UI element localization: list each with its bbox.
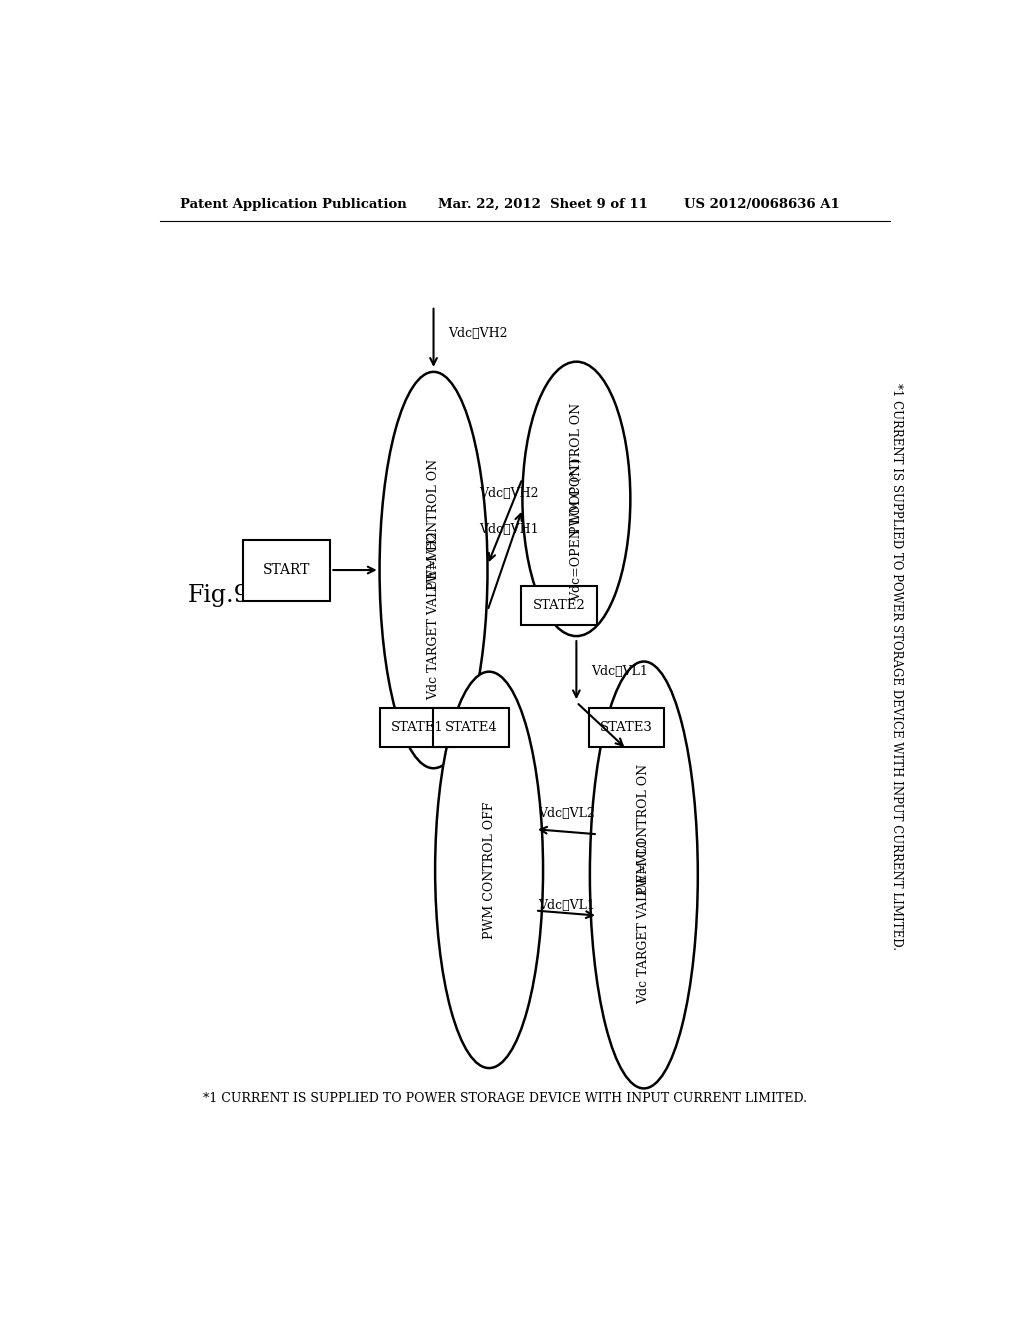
Text: PWM CONTROL ON: PWM CONTROL ON (570, 403, 583, 535)
Text: Vdc≦VL1: Vdc≦VL1 (539, 899, 595, 912)
Text: Vdc TARGET VALUE=VL1: Vdc TARGET VALUE=VL1 (637, 838, 650, 1003)
Bar (433, 709, 509, 747)
Text: PWM CONTROL OFF: PWM CONTROL OFF (482, 801, 496, 939)
Text: STATE2: STATE2 (532, 599, 586, 612)
Ellipse shape (590, 661, 697, 1089)
Text: Patent Application Publication: Patent Application Publication (179, 198, 407, 211)
Text: START: START (263, 564, 310, 577)
Text: Vdc≦VH1: Vdc≦VH1 (479, 523, 539, 536)
Text: Vdc≧VH2: Vdc≧VH2 (479, 487, 539, 500)
Text: *1 CURRENT IS SUPPLIED TO POWER STORAGE DEVICE WITH INPUT CURRENT LIMITED.: *1 CURRENT IS SUPPLIED TO POWER STORAGE … (890, 383, 903, 950)
Text: Vdc≧VH2: Vdc≧VH2 (447, 327, 507, 339)
Text: STATE1: STATE1 (391, 721, 444, 734)
Ellipse shape (380, 372, 487, 768)
Text: Mar. 22, 2012  Sheet 9 of 11: Mar. 22, 2012 Sheet 9 of 11 (437, 198, 647, 211)
Bar (589, 709, 665, 747)
Text: *1 CURRENT IS SUPPLIED TO POWER STORAGE DEVICE WITH INPUT CURRENT LIMITED.: *1 CURRENT IS SUPPLIED TO POWER STORAGE … (204, 1092, 807, 1105)
Text: Vdc TARGET VALUE=VH2: Vdc TARGET VALUE=VH2 (427, 532, 440, 700)
Text: Vdc=OPEN LOOP (*1): Vdc=OPEN LOOP (*1) (570, 458, 583, 601)
Ellipse shape (435, 672, 543, 1068)
Ellipse shape (522, 362, 631, 636)
Text: Fig.9: Fig.9 (187, 583, 249, 607)
Text: US 2012/0068636 A1: US 2012/0068636 A1 (684, 198, 840, 211)
Text: STATE4: STATE4 (444, 721, 498, 734)
Text: Vdc≧VL2: Vdc≧VL2 (539, 808, 595, 821)
Text: PWM CONTROL ON: PWM CONTROL ON (427, 459, 440, 590)
Text: PWM CONTROL ON: PWM CONTROL ON (637, 764, 650, 895)
Text: STATE3: STATE3 (600, 721, 653, 734)
Bar (380, 709, 456, 747)
Text: Vdc≦VL1: Vdc≦VL1 (591, 665, 647, 678)
Bar (521, 586, 597, 624)
Bar (243, 540, 331, 601)
